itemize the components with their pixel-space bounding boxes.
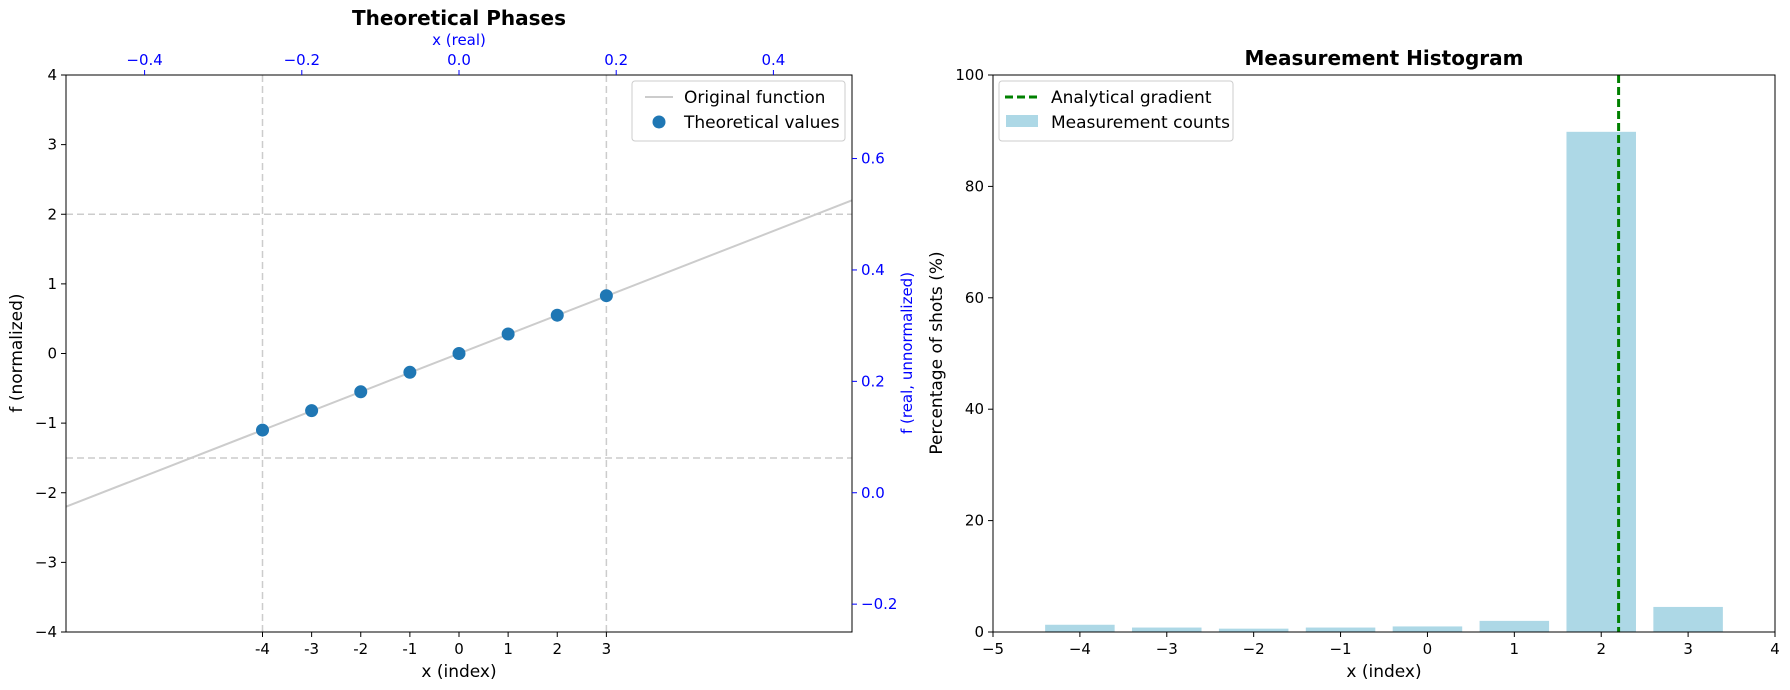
right-tick-label: 0.4 bbox=[861, 261, 885, 279]
legend-original-function: Original function bbox=[684, 88, 825, 108]
left-y-axis-label: f (normalized) bbox=[7, 293, 27, 412]
legend-theoretical-values: Theoretical values bbox=[683, 113, 840, 133]
histogram-bar bbox=[1045, 624, 1115, 632]
x-tick-label: −5 bbox=[982, 640, 1004, 658]
right-plot-frame bbox=[992, 74, 1776, 633]
y-tick-label: −2 bbox=[35, 484, 57, 502]
x-tick-label: 1 bbox=[1510, 640, 1520, 658]
top-tick-label: −0.4 bbox=[126, 51, 162, 69]
y-tick-label: 60 bbox=[965, 289, 984, 307]
x-tick-label: −2 bbox=[1243, 640, 1265, 658]
theoretical-point bbox=[452, 347, 466, 360]
x-tick-label: -4 bbox=[255, 640, 270, 658]
x-tick-label: 4 bbox=[1770, 640, 1780, 658]
x-tick-label: −1 bbox=[1329, 640, 1351, 658]
theoretical-point bbox=[501, 327, 515, 341]
left-x-axis-ticks: -4 -3 -2 -1 0 1 2 3 bbox=[255, 632, 611, 658]
y-tick-label: 80 bbox=[965, 177, 984, 195]
x-tick-label: 3 bbox=[602, 640, 612, 658]
top-tick-label: 0.4 bbox=[761, 51, 785, 69]
y-tick-label: 100 bbox=[955, 66, 984, 84]
histogram-bar bbox=[1218, 628, 1289, 632]
histogram-bar bbox=[1479, 620, 1550, 632]
y-tick-label: 0 bbox=[47, 345, 57, 363]
x-tick-label: 1 bbox=[503, 640, 513, 658]
theoretical-points bbox=[256, 289, 613, 437]
right-tick-label: 0.0 bbox=[861, 484, 885, 502]
right-x-axis-ticks: −5 −4 −3 −2 −1 0 1 2 3 4 bbox=[982, 632, 1780, 658]
y-tick-label: 3 bbox=[47, 136, 57, 154]
x-tick-label: 0 bbox=[454, 640, 464, 658]
theoretical-point bbox=[599, 289, 613, 303]
legend-analytical-gradient: Analytical gradient bbox=[1051, 88, 1212, 108]
top-tick-label: 0.2 bbox=[604, 51, 628, 69]
histogram-bars bbox=[1045, 131, 1723, 632]
x-tick-label: -1 bbox=[402, 640, 417, 658]
legend-measurement-counts: Measurement counts bbox=[1051, 113, 1230, 133]
theoretical-point bbox=[403, 365, 417, 379]
left-chart-title: Theoretical Phases bbox=[352, 6, 566, 30]
top-tick-label: −0.2 bbox=[284, 51, 320, 69]
x-tick-label: -3 bbox=[304, 640, 319, 658]
right-tick-label: 0.2 bbox=[861, 372, 885, 390]
theoretical-point bbox=[256, 423, 269, 437]
x-tick-label: 2 bbox=[1596, 640, 1606, 658]
histogram-bar bbox=[1305, 627, 1376, 632]
left-legend-box bbox=[631, 80, 846, 142]
histogram-bar bbox=[1566, 131, 1636, 632]
histogram-bar bbox=[1392, 626, 1463, 632]
theoretical-point bbox=[305, 404, 319, 418]
right-y-axis-ticks: 0 20 40 60 80 100 bbox=[955, 66, 993, 641]
y-tick-label: 0 bbox=[974, 623, 984, 641]
right-chart-title: Measurement Histogram bbox=[1244, 46, 1523, 70]
legend-point-swatch bbox=[652, 115, 666, 129]
x-tick-label: −4 bbox=[1069, 640, 1091, 658]
histogram-bar bbox=[1653, 606, 1723, 632]
x-tick-label: 2 bbox=[552, 640, 562, 658]
y-tick-label: −1 bbox=[35, 414, 57, 432]
reference-lines bbox=[66, 75, 852, 632]
x-tick-label: -2 bbox=[353, 640, 368, 658]
right-tick-label: 0.6 bbox=[861, 150, 885, 168]
y-tick-label: 40 bbox=[965, 400, 984, 418]
left-legend: Original function Theoretical values bbox=[631, 80, 846, 142]
right-tick-label: −0.2 bbox=[861, 595, 897, 613]
left-y-axis-ticks: −4 −3 −2 −1 0 1 2 3 4 bbox=[35, 66, 66, 641]
right-x-axis-label: x (index) bbox=[1346, 662, 1421, 682]
right-legend-box bbox=[998, 80, 1234, 142]
x-tick-label: 3 bbox=[1683, 640, 1693, 658]
y-tick-label: −4 bbox=[35, 623, 57, 641]
y-tick-label: −3 bbox=[35, 553, 57, 571]
histogram-bar bbox=[1132, 627, 1202, 632]
y-tick-label: 4 bbox=[47, 66, 57, 84]
theoretical-point bbox=[550, 308, 564, 322]
x-tick-label: 0 bbox=[1423, 640, 1433, 658]
left-x-axis-label: x (index) bbox=[421, 662, 496, 682]
top-axis-ticks: −0.4 −0.2 0.0 0.2 0.4 bbox=[126, 51, 785, 75]
right-axis-ticks: −0.2 0.0 0.2 0.4 0.6 bbox=[852, 150, 897, 613]
top-tick-label: 0.0 bbox=[447, 51, 471, 69]
theoretical-phases-chart: Theoretical Phases x (real) −4 −3 −2 −1 0 1 2 3… bbox=[7, 6, 916, 682]
y-tick-label: 2 bbox=[47, 205, 57, 223]
right-legend: Analytical gradient Measurement counts bbox=[998, 80, 1234, 142]
y-tick-label: 1 bbox=[47, 275, 57, 293]
x-tick-label: −3 bbox=[1156, 640, 1178, 658]
legend-bar-swatch bbox=[1006, 115, 1038, 127]
top-axis-label: x (real) bbox=[432, 31, 486, 49]
right-y-axis-label: Percentage of shots (%) bbox=[927, 251, 947, 454]
theoretical-point bbox=[354, 385, 368, 399]
y-tick-label: 20 bbox=[965, 512, 984, 530]
right-axis-label: f (real, unnormalized) bbox=[898, 272, 916, 434]
